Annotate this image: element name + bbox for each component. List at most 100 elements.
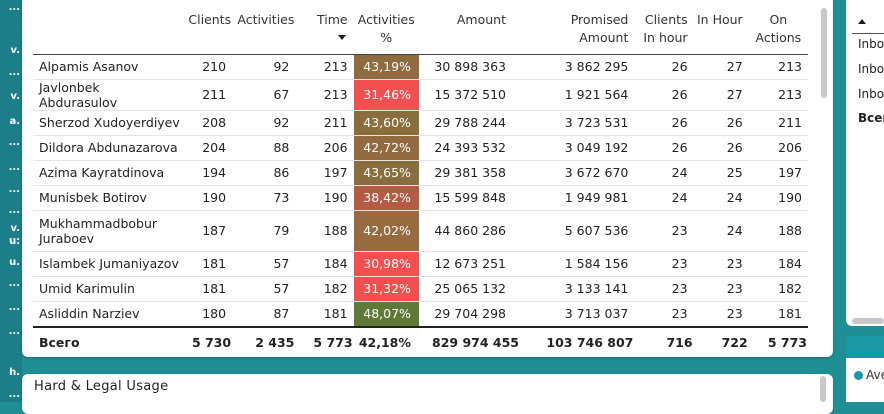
row-name: Munisbek Botirov — [33, 185, 187, 211]
row-clients: 190 — [186, 185, 233, 211]
row-time: 211 — [295, 110, 354, 136]
left-strip-label: v. — [10, 45, 20, 56]
row-amount: 25 065 132 — [418, 276, 520, 302]
row-activities: 79 — [232, 210, 296, 252]
header-clients-in-hour-line1: Clients — [644, 12, 688, 27]
header-name[interactable] — [33, 0, 187, 55]
row-activities-pct: 38,42% — [353, 185, 419, 211]
header-in-hour[interactable]: In Hour — [693, 0, 749, 55]
left-strip-label: ... — [8, 326, 20, 337]
header-clients-in-hour[interactable]: Clients In hour — [634, 0, 694, 55]
row-on-actions: 213 — [748, 54, 808, 80]
row-on-actions: 206 — [748, 135, 808, 161]
row-activities: 92 — [232, 54, 296, 80]
card-title: Hard & Legal Usage — [34, 379, 169, 394]
right-panel-scrollbar[interactable] — [852, 318, 884, 324]
table-row[interactable]: Sherzod Xudoyerdiyev 208 92 211 43,60% 29 788… — [33, 110, 808, 136]
total-row: Всего 5 730 2 435 5 773 42,18% 829 974 4… — [33, 325, 808, 357]
row-clients-in-hour: 23 — [634, 301, 694, 327]
row-promised: 5 607 536 — [520, 210, 635, 252]
row-activities-pct: 43,65% — [353, 160, 419, 186]
left-strip-label: ... — [8, 67, 20, 78]
row-amount: 29 704 298 — [418, 301, 520, 327]
total-clients-in-hour: 716 — [634, 325, 694, 357]
row-in-hour: 26 — [693, 135, 749, 161]
total-time: 5 773 — [295, 325, 354, 357]
total-on-actions: 5 773 — [748, 325, 808, 357]
row-amount: 29 381 358 — [418, 160, 520, 186]
row-name: Asliddin Narziev — [33, 301, 187, 327]
row-clients: 181 — [186, 251, 233, 277]
row-promised: 1 584 156 — [520, 251, 635, 277]
table-row[interactable]: Dildora Abdunazarova 204 88 206 42,72% 24 393… — [33, 135, 808, 161]
row-clients-in-hour: 26 — [634, 79, 694, 111]
row-promised: 3 133 141 — [520, 276, 635, 302]
row-promised: 3 713 037 — [520, 301, 635, 327]
row-activities: 57 — [232, 251, 296, 277]
row-amount: 30 898 363 — [418, 54, 520, 80]
row-promised: 3 862 295 — [520, 54, 635, 80]
row-promised: 1 921 564 — [520, 79, 635, 111]
row-in-hour: 23 — [693, 251, 749, 277]
header-time[interactable]: Time — [295, 0, 354, 55]
table-scrollbar[interactable] — [821, 8, 827, 98]
row-in-hour: 25 — [693, 160, 749, 186]
table-row[interactable]: Islambek Jumaniyazov 181 57 184 30,98% 12 673… — [33, 251, 808, 277]
row-time: 190 — [295, 185, 354, 211]
row-amount: 15 372 510 — [418, 79, 520, 111]
header-on-actions[interactable]: On Actions — [748, 0, 808, 55]
row-name: Alpamis Asanov — [33, 54, 187, 80]
left-strip-label: u. — [9, 257, 20, 268]
header-clients[interactable]: Clients — [186, 0, 233, 55]
table-row[interactable]: Azima Kayratdinova 194 86 197 43,65% 29 381 3… — [33, 160, 808, 186]
row-time: 184 — [295, 251, 354, 277]
row-name: Umid Karimulin — [33, 276, 187, 302]
left-strip-label: ... — [8, 137, 20, 148]
right-panel-divider — [852, 33, 884, 34]
row-clients: 208 — [186, 110, 233, 136]
left-strip-label: u. — [9, 236, 20, 247]
header-activities-pct-line2: % — [380, 30, 393, 45]
header-amount[interactable]: Amount — [418, 0, 520, 55]
table-row[interactable]: Umid Karimulin 181 57 182 31,32% 25 065 132 3 … — [33, 276, 808, 302]
row-time: 197 — [295, 160, 354, 186]
right-panel-total: Всег — [858, 111, 884, 125]
right-panel: Inbo Inbo Inbo Всег — [846, 0, 884, 326]
legend-panel: Ave — [846, 358, 884, 402]
row-clients-in-hour: 23 — [634, 276, 694, 302]
header-promised-line1: Promised — [570, 12, 629, 27]
row-on-actions: 211 — [748, 110, 808, 136]
table-row[interactable]: Javlonbek Abdurasulov 211 67 213 31,46% 15 37… — [33, 79, 808, 111]
row-activities: 57 — [232, 276, 296, 302]
row-name: Mukhammadbobur Juraboev — [33, 210, 187, 252]
right-panel-item: Inbo — [858, 62, 884, 76]
legend-dot-icon — [854, 371, 863, 380]
header-activities[interactable]: Activities — [232, 0, 296, 55]
table-row[interactable]: Asliddin Narziev 180 87 181 48,07% 29 704 298… — [33, 301, 808, 327]
header-activities-pct[interactable]: Activities % — [353, 0, 419, 55]
row-time: 206 — [295, 135, 354, 161]
left-strip-label: ... — [8, 278, 20, 289]
sort-desc-icon — [337, 35, 346, 40]
row-clients: 187 — [186, 210, 233, 252]
row-time: 182 — [295, 276, 354, 302]
left-strip-label: ... — [8, 205, 20, 216]
row-on-actions: 181 — [748, 301, 808, 327]
total-amount: 829 974 455 — [418, 325, 520, 357]
left-strip-label: ... — [8, 162, 20, 173]
table-row[interactable]: Mukhammadbobur Juraboev 187 79 188 42,02% 44 … — [33, 210, 808, 252]
row-activities: 86 — [232, 160, 296, 186]
row-in-hour: 27 — [693, 54, 749, 80]
row-activities: 73 — [232, 185, 296, 211]
sort-asc-icon[interactable] — [858, 19, 866, 24]
row-name: Javlonbek Abdurasulov — [33, 79, 187, 111]
card-scrollbar[interactable] — [820, 376, 826, 402]
left-strip-label: ... — [8, 302, 20, 313]
row-activities: 87 — [232, 301, 296, 327]
header-promised[interactable]: Promised Amount — [520, 0, 635, 55]
total-in-hour: 722 — [693, 325, 749, 357]
row-name: Dildora Abdunazarova — [33, 135, 187, 161]
table-row[interactable]: Alpamis Asanov 210 92 213 43,19% 30 898 363 3 … — [33, 54, 808, 80]
table-row[interactable]: Munisbek Botirov 190 73 190 38,42% 15 599 848… — [33, 185, 808, 211]
row-activities: 67 — [232, 79, 296, 111]
